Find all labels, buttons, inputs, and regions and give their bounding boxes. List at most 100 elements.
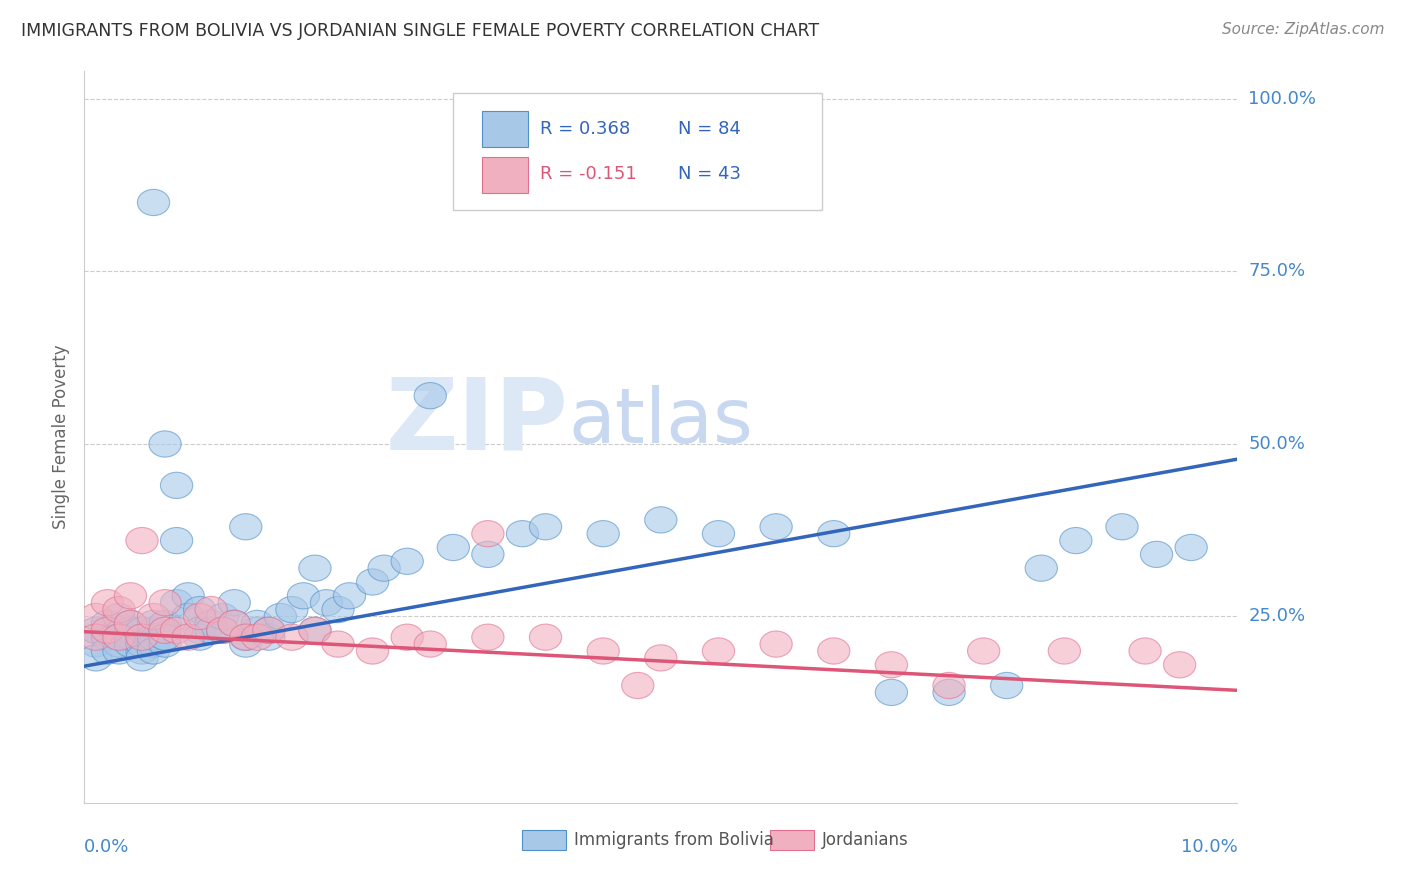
Ellipse shape — [218, 590, 250, 615]
Ellipse shape — [103, 624, 135, 650]
Ellipse shape — [437, 534, 470, 560]
Text: N = 43: N = 43 — [678, 165, 741, 184]
Ellipse shape — [149, 431, 181, 457]
Ellipse shape — [391, 549, 423, 574]
Ellipse shape — [91, 590, 124, 615]
Ellipse shape — [114, 617, 146, 643]
Ellipse shape — [621, 673, 654, 698]
Ellipse shape — [1060, 527, 1092, 554]
Ellipse shape — [253, 617, 285, 643]
Ellipse shape — [184, 603, 215, 630]
Ellipse shape — [127, 527, 157, 554]
Ellipse shape — [114, 624, 146, 650]
Ellipse shape — [311, 590, 343, 615]
Ellipse shape — [127, 645, 157, 671]
Ellipse shape — [160, 527, 193, 554]
Ellipse shape — [1129, 638, 1161, 665]
Ellipse shape — [127, 617, 157, 643]
Text: ZIP: ZIP — [385, 374, 568, 471]
Ellipse shape — [149, 590, 181, 615]
Text: R = 0.368: R = 0.368 — [540, 120, 630, 138]
Ellipse shape — [761, 631, 792, 657]
Ellipse shape — [184, 617, 215, 643]
Ellipse shape — [114, 582, 146, 609]
Bar — [482, 157, 529, 193]
Ellipse shape — [138, 610, 170, 637]
Ellipse shape — [229, 624, 262, 650]
Ellipse shape — [160, 590, 193, 615]
Ellipse shape — [253, 617, 285, 643]
Ellipse shape — [218, 610, 250, 637]
Ellipse shape — [368, 555, 401, 582]
Ellipse shape — [645, 507, 676, 533]
Ellipse shape — [80, 631, 112, 657]
Ellipse shape — [357, 638, 388, 665]
Ellipse shape — [127, 638, 157, 665]
Y-axis label: Single Female Poverty: Single Female Poverty — [52, 345, 70, 529]
Ellipse shape — [172, 603, 204, 630]
Ellipse shape — [242, 624, 273, 650]
Ellipse shape — [299, 617, 330, 643]
Ellipse shape — [80, 603, 112, 630]
Text: N = 84: N = 84 — [678, 120, 741, 138]
Ellipse shape — [1175, 534, 1208, 560]
Text: Jordanians: Jordanians — [823, 831, 908, 849]
Text: Source: ZipAtlas.com: Source: ZipAtlas.com — [1222, 22, 1385, 37]
Ellipse shape — [934, 680, 965, 706]
Ellipse shape — [472, 521, 503, 547]
Ellipse shape — [184, 624, 215, 650]
Ellipse shape — [242, 617, 273, 643]
Ellipse shape — [80, 645, 112, 671]
Ellipse shape — [207, 603, 239, 630]
Ellipse shape — [506, 521, 538, 547]
Ellipse shape — [530, 514, 561, 540]
Ellipse shape — [264, 603, 297, 630]
Ellipse shape — [138, 624, 170, 650]
Ellipse shape — [967, 638, 1000, 665]
Ellipse shape — [876, 680, 907, 706]
Ellipse shape — [357, 569, 388, 595]
Ellipse shape — [472, 624, 503, 650]
Ellipse shape — [103, 631, 135, 657]
Ellipse shape — [149, 624, 181, 650]
Ellipse shape — [127, 631, 157, 657]
Ellipse shape — [229, 624, 262, 650]
Ellipse shape — [415, 631, 446, 657]
Ellipse shape — [207, 617, 239, 643]
Ellipse shape — [253, 624, 285, 650]
Text: 75.0%: 75.0% — [1249, 262, 1306, 280]
Ellipse shape — [934, 673, 965, 698]
Ellipse shape — [415, 383, 446, 409]
Text: R = -0.151: R = -0.151 — [540, 165, 637, 184]
Ellipse shape — [472, 541, 503, 567]
Ellipse shape — [1025, 555, 1057, 582]
Ellipse shape — [149, 617, 181, 643]
Ellipse shape — [391, 624, 423, 650]
Ellipse shape — [818, 638, 849, 665]
Ellipse shape — [114, 631, 146, 657]
Ellipse shape — [103, 638, 135, 665]
Ellipse shape — [299, 617, 330, 643]
Text: 50.0%: 50.0% — [1249, 435, 1305, 453]
Ellipse shape — [127, 631, 157, 657]
Ellipse shape — [818, 521, 849, 547]
Ellipse shape — [149, 631, 181, 657]
Ellipse shape — [299, 555, 330, 582]
Ellipse shape — [588, 638, 619, 665]
Ellipse shape — [138, 624, 170, 650]
Ellipse shape — [91, 610, 124, 637]
Ellipse shape — [160, 472, 193, 499]
Ellipse shape — [1164, 652, 1195, 678]
Ellipse shape — [138, 638, 170, 665]
Ellipse shape — [91, 638, 124, 665]
Ellipse shape — [103, 624, 135, 650]
Ellipse shape — [91, 617, 124, 643]
Ellipse shape — [149, 624, 181, 650]
Ellipse shape — [172, 582, 204, 609]
Ellipse shape — [138, 617, 170, 643]
Ellipse shape — [1049, 638, 1080, 665]
Ellipse shape — [127, 624, 157, 650]
Ellipse shape — [138, 631, 170, 657]
Text: 100.0%: 100.0% — [1249, 90, 1316, 108]
Ellipse shape — [1107, 514, 1137, 540]
